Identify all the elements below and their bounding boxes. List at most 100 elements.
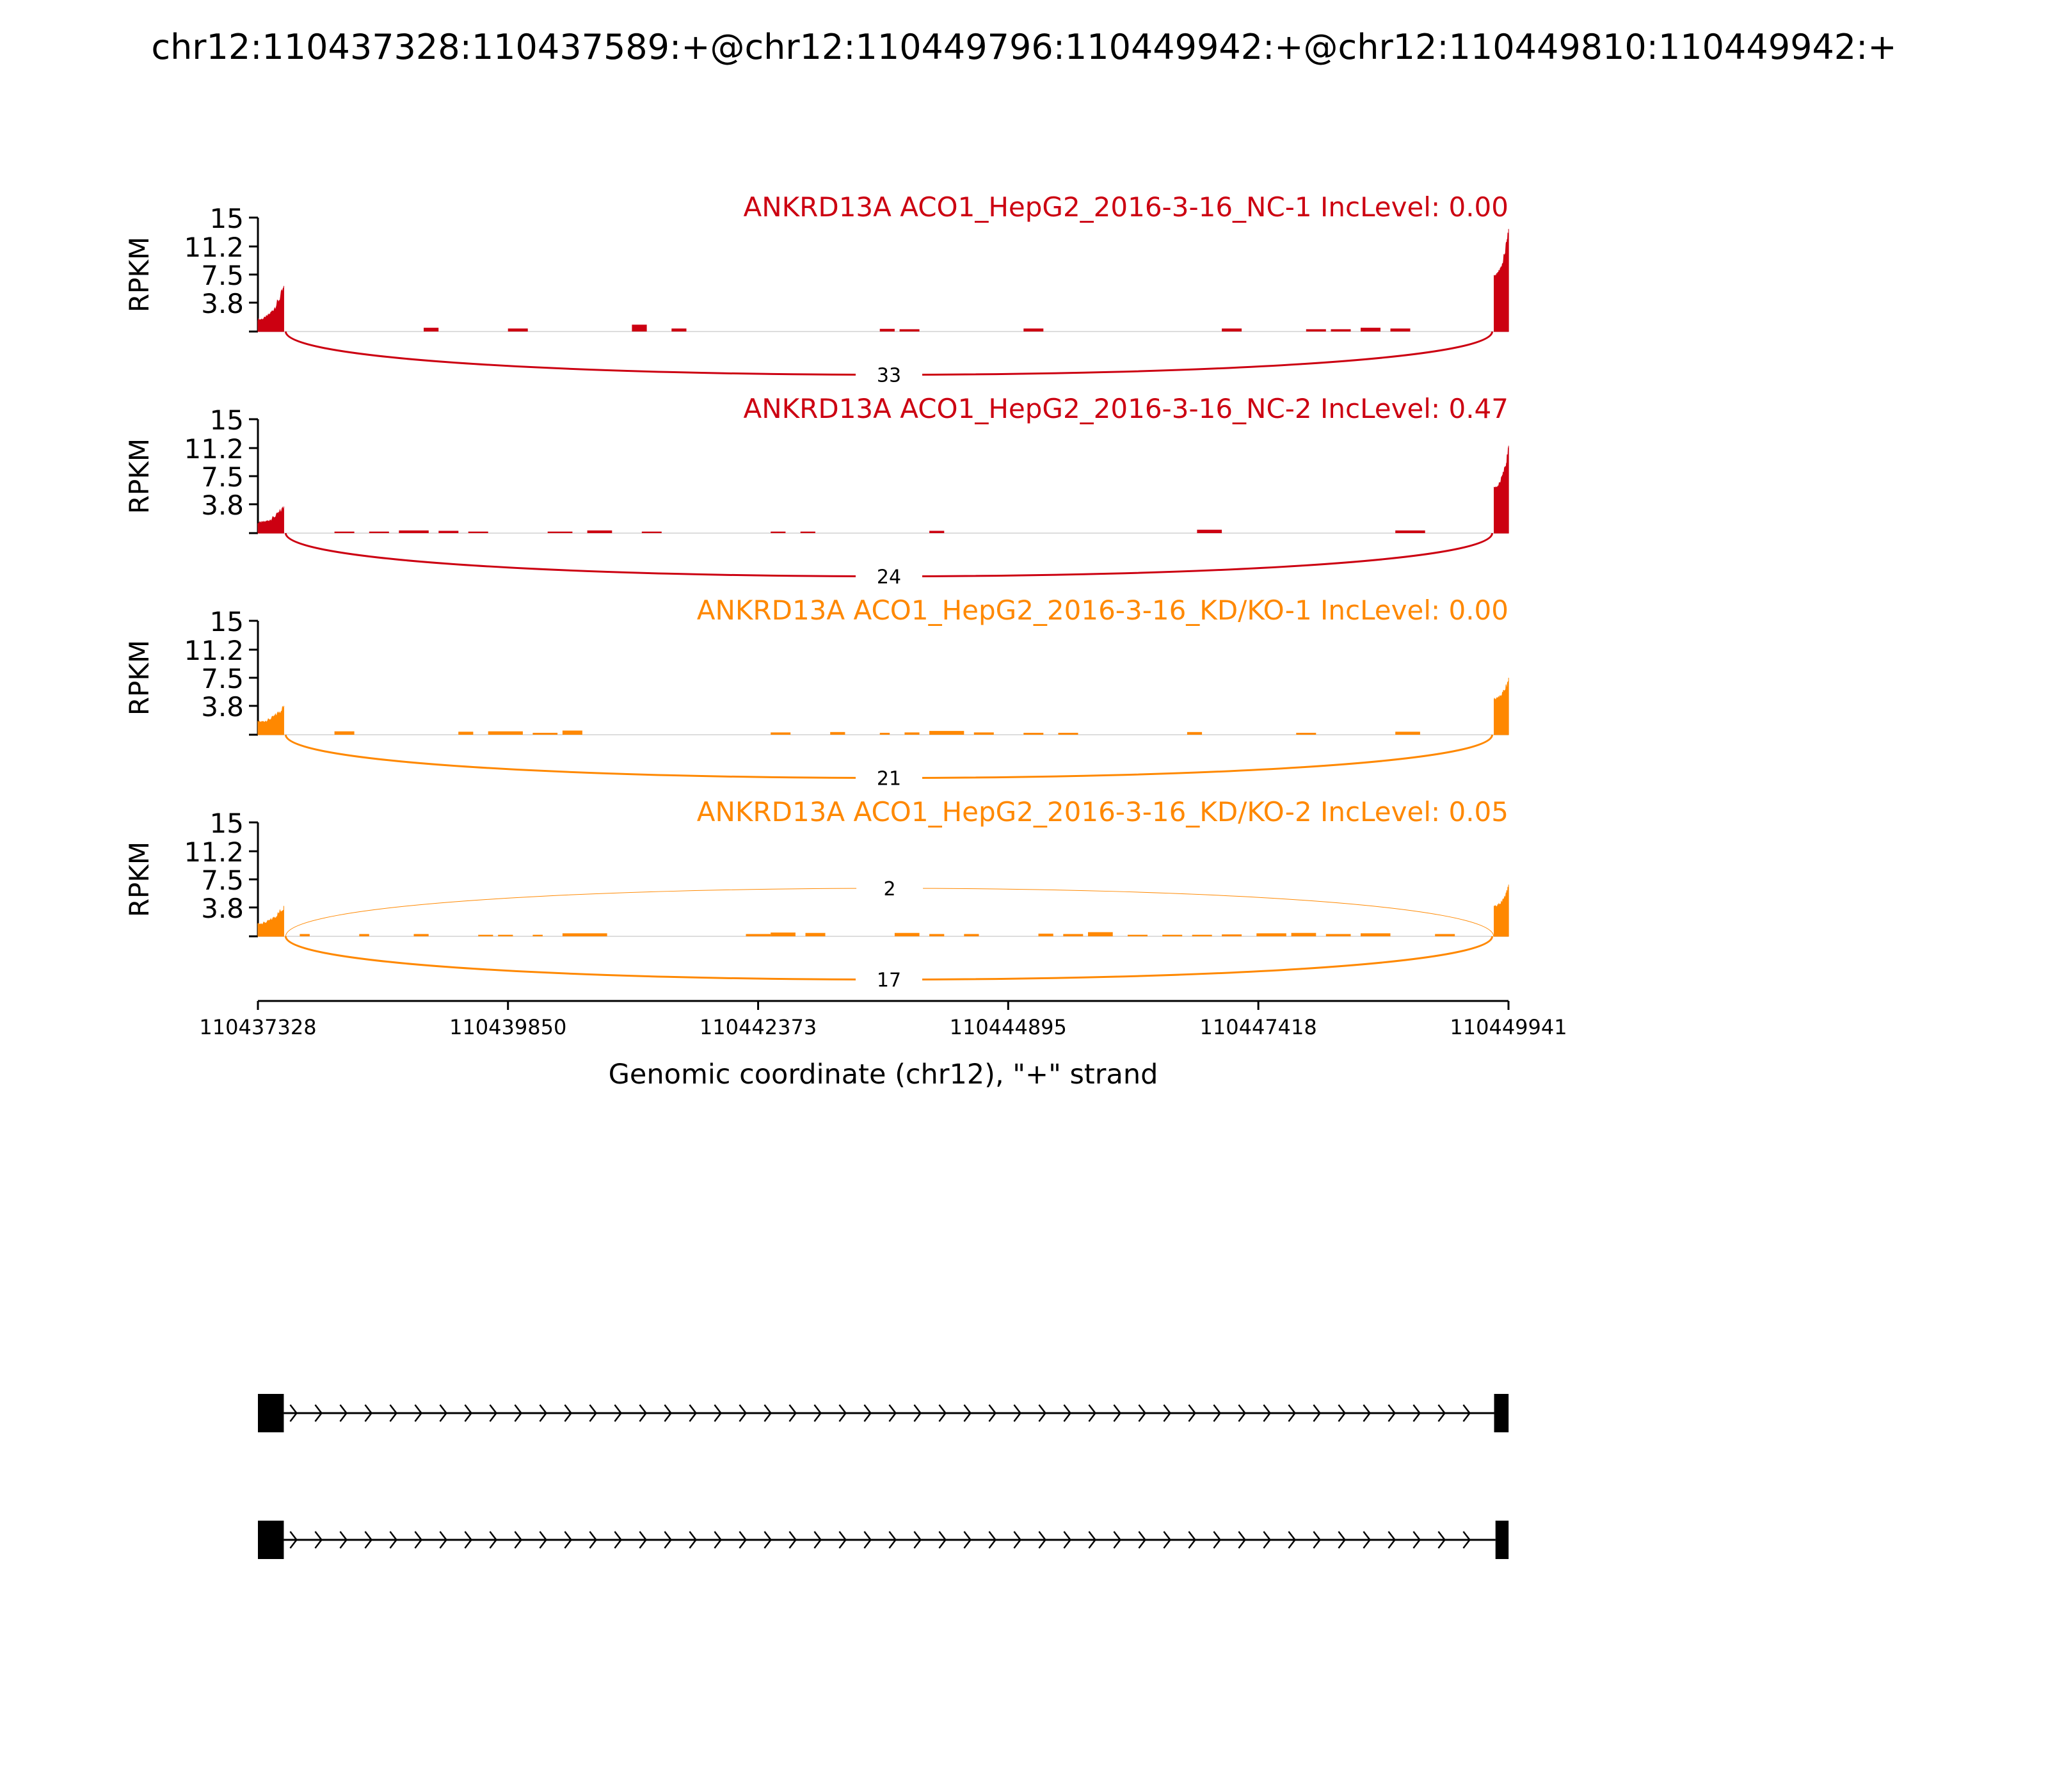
intronic-coverage	[1291, 932, 1316, 936]
strand-arrow	[564, 1531, 573, 1549]
intronic-coverage	[587, 530, 612, 533]
intronic-coverage	[562, 933, 607, 936]
strand-arrow	[514, 1531, 523, 1549]
y-tick-label: 11.2	[184, 836, 244, 868]
junction-count: 33	[877, 365, 901, 387]
strand-arrow	[963, 1531, 972, 1549]
exon2-coverage	[1493, 228, 1509, 332]
strand-arrow	[1437, 1404, 1446, 1422]
exon1-coverage	[257, 285, 284, 332]
strand-arrow	[1088, 1404, 1097, 1422]
y-axis-label: RPKM	[124, 640, 155, 716]
exon2-coverage	[1493, 884, 1509, 937]
intronic-coverage	[334, 731, 355, 735]
strand-arrow	[489, 1531, 498, 1549]
intronic-coverage	[1296, 733, 1316, 735]
intronic-coverage	[424, 328, 439, 332]
exon2-coverage	[1493, 677, 1509, 735]
strand-arrow	[689, 1404, 698, 1422]
strand-arrow	[339, 1531, 348, 1549]
strand-arrow	[1038, 1531, 1047, 1549]
track-label: ANKRD13A ACO1_HepG2_2016-3-16_NC-1 IncLe…	[743, 191, 1508, 223]
strand-arrow	[1412, 1531, 1421, 1549]
y-tick-label: 3.8	[201, 893, 244, 924]
y-tick-label: 3.8	[201, 288, 244, 319]
strand-arrow	[988, 1531, 997, 1549]
intronic-coverage	[1325, 934, 1351, 936]
strand-arrow	[1288, 1531, 1297, 1549]
intronic-coverage	[1058, 733, 1078, 735]
strand-arrow	[489, 1404, 498, 1422]
strand-arrow	[1113, 1531, 1122, 1549]
strand-arrow	[1263, 1404, 1272, 1422]
y-axis-label: RPKM	[124, 237, 155, 312]
intronic-coverage	[1306, 329, 1326, 332]
strand-arrow	[913, 1404, 922, 1422]
junction-count-bg	[855, 562, 922, 588]
exon1-coverage	[257, 705, 284, 735]
track-label: ANKRD13A ACO1_HepG2_2016-3-16_NC-2 IncLe…	[743, 393, 1508, 424]
gene-model-1	[258, 1394, 1509, 1432]
strand-arrow	[1412, 1404, 1421, 1422]
junction-count-bg	[856, 874, 924, 900]
x-axis: 110437328 110439850 110442373 110444895 1104…	[199, 1000, 1567, 1039]
intronic-coverage	[771, 732, 791, 735]
strand-arrow	[614, 1531, 623, 1549]
y-tick-label: 11.2	[184, 433, 244, 465]
strand-arrow	[1263, 1531, 1272, 1549]
strand-arrow	[639, 1531, 648, 1549]
strand-arrow	[938, 1404, 947, 1422]
strand-arrow	[1363, 1531, 1372, 1549]
y-tick-label: 15	[210, 203, 244, 234]
strand-arrow	[664, 1404, 673, 1422]
strand-arrow	[1238, 1404, 1247, 1422]
y-tick-label: 7.5	[201, 865, 244, 896]
y-axis-label: RPKM	[124, 438, 155, 514]
intronic-coverage	[894, 932, 920, 936]
junction-count: 21	[877, 768, 901, 790]
exon-block	[258, 1521, 284, 1559]
y-tick-label: 15	[210, 808, 244, 839]
intronic-coverage	[413, 934, 429, 936]
intronic-coverage	[1395, 530, 1425, 533]
intronic-coverage	[1192, 934, 1212, 936]
strand-arrow	[389, 1531, 398, 1549]
strand-arrow	[1363, 1404, 1372, 1422]
strand-arrow	[439, 1531, 448, 1549]
intronic-coverage	[359, 934, 369, 936]
exon-block	[1495, 1521, 1509, 1559]
strand-arrow	[689, 1531, 698, 1549]
intronic-coverage	[671, 328, 687, 332]
intronic-coverage	[532, 733, 558, 735]
intronic-coverage	[929, 731, 964, 735]
intronic-coverage	[498, 934, 513, 936]
strand-arrow	[938, 1531, 947, 1549]
strand-arrow	[364, 1531, 373, 1549]
y-axis-label: RPKM	[124, 842, 155, 917]
intronic-coverage	[369, 531, 389, 533]
strand-arrow	[1038, 1404, 1047, 1422]
strand-arrow	[464, 1404, 473, 1422]
intronic-coverage	[1023, 733, 1044, 735]
intronic-coverage	[1331, 329, 1351, 332]
strand-arrow	[863, 1531, 872, 1549]
strand-arrow	[838, 1404, 847, 1422]
strand-arrow	[888, 1404, 897, 1422]
strand-arrow	[1313, 1531, 1322, 1549]
strand-arrow	[739, 1531, 748, 1549]
intronic-coverage	[468, 531, 488, 533]
strand-arrow	[414, 1404, 423, 1422]
intronic-coverage	[399, 530, 429, 533]
strand-arrow	[764, 1531, 772, 1549]
strand-arrow	[564, 1404, 573, 1422]
intronic-coverage	[879, 733, 890, 735]
strand-arrow	[788, 1404, 797, 1422]
junction-count: 2	[884, 878, 896, 900]
strand-arrow	[1462, 1404, 1471, 1422]
strand-arrow	[289, 1404, 298, 1422]
intronic-coverage	[632, 324, 647, 332]
strand-arrow	[838, 1531, 847, 1549]
intronic-coverage	[929, 934, 945, 936]
x-axis-label: Genomic coordinate (chr12), "+" strand	[609, 1059, 1158, 1091]
y-tick-label: 7.5	[201, 461, 244, 493]
